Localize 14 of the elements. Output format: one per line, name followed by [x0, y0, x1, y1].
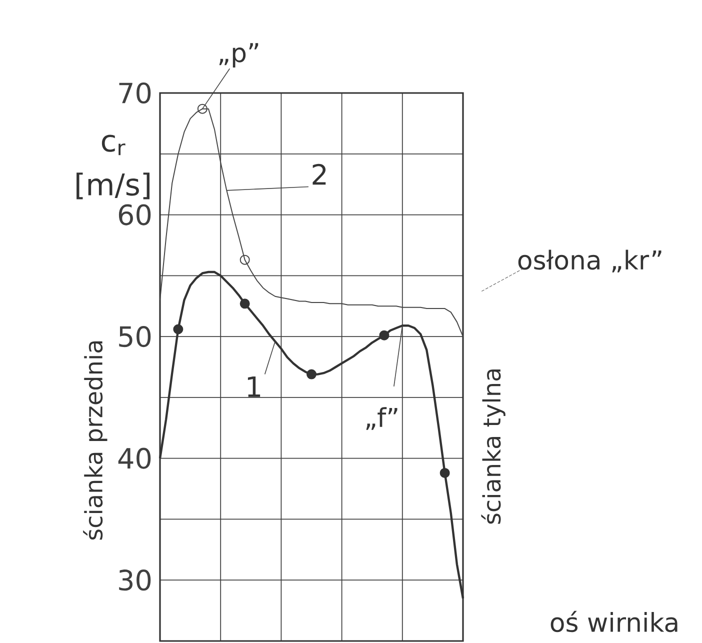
y-tick-label: 40: [118, 448, 151, 469]
y-tick-label: 60: [118, 204, 151, 226]
y-tick-label: 30: [119, 570, 151, 591]
y-tick-label: 70: [119, 82, 151, 104]
annotation: „f”: [366, 407, 398, 430]
text: „p”: [219, 43, 258, 68]
text: ścianka przednia: [83, 341, 108, 540]
text: oś wirnika: [550, 610, 678, 632]
y-axis-title: c$_{r}$ [m/s]: [76, 134, 150, 200]
text: ścianka tylna: [481, 369, 506, 524]
text: osłona „kr”: [518, 250, 662, 272]
series-label: 1: [248, 376, 260, 397]
legend-label: 2: [312, 164, 326, 185]
y-tick-label: 50: [119, 326, 151, 348]
